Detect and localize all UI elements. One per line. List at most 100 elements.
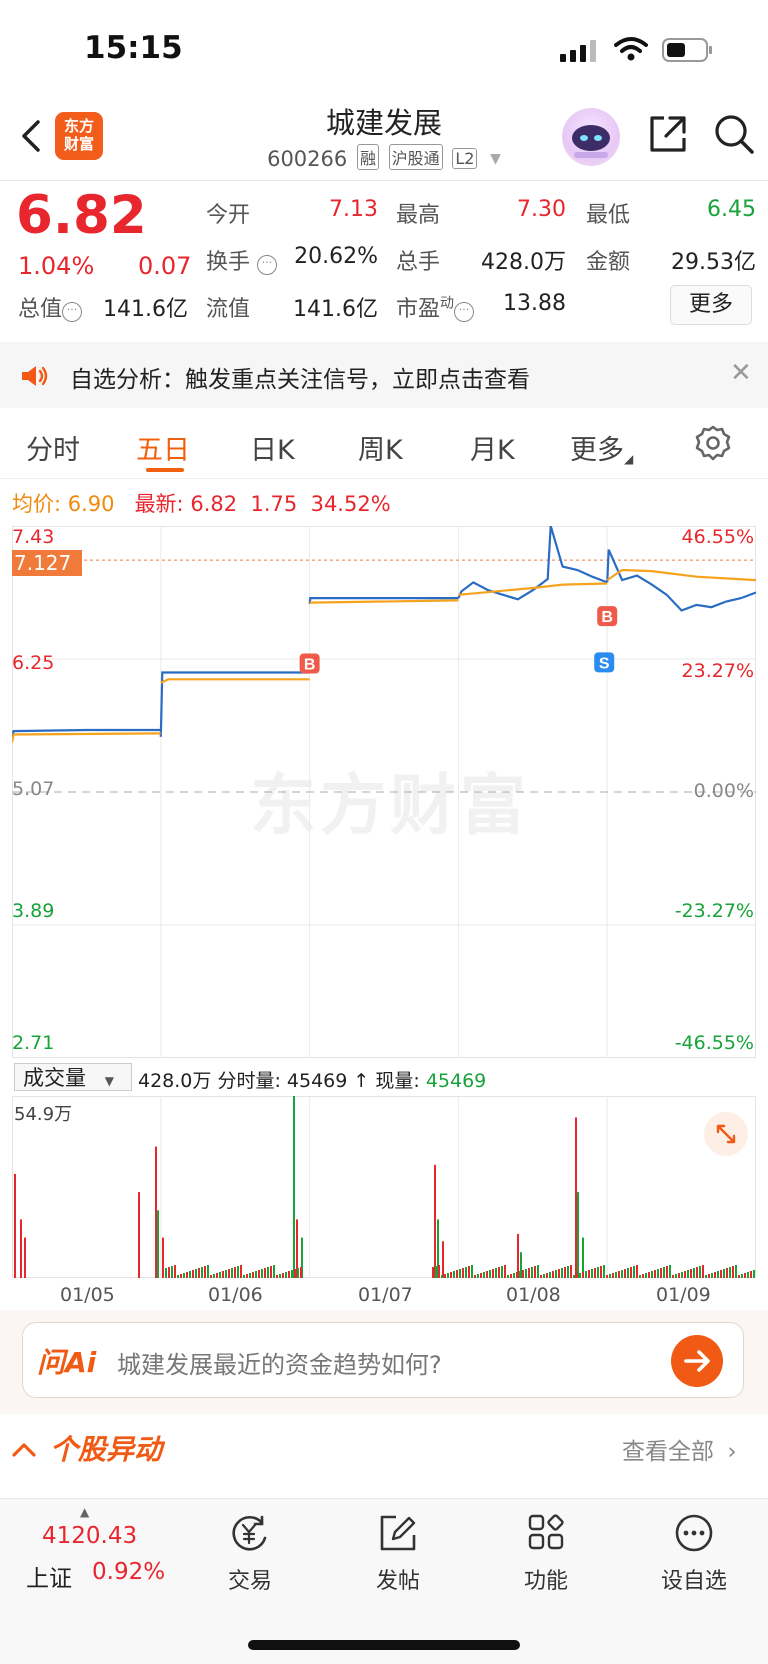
tab-intraday[interactable]: 分时 xyxy=(26,435,80,466)
info-dots-icon[interactable]: ··· xyxy=(454,302,475,322)
volume-bar xyxy=(138,1192,140,1278)
volume-bar xyxy=(517,1233,519,1278)
nav-add-watchlist[interactable]: 设自选 xyxy=(644,1513,744,1595)
five-day-price-chart[interactable]: B B S xyxy=(12,526,756,1058)
volume-bar xyxy=(600,1266,602,1278)
share-icon[interactable] xyxy=(646,112,690,156)
y-axis-pct-label: 23.27% xyxy=(681,660,754,682)
avg-price-label: 均价: xyxy=(12,492,62,516)
nav-functions[interactable]: 功能 xyxy=(496,1513,596,1595)
volume-chart[interactable] xyxy=(12,1096,756,1278)
tab-weekly-k[interactable]: 周K xyxy=(358,435,403,466)
stock-code-row[interactable]: 600266 融 沪股通 L2 ▼ xyxy=(0,144,768,171)
info-dots-icon[interactable]: ··· xyxy=(257,255,278,275)
index-change-pct[interactable]: 0.92% xyxy=(92,1559,166,1585)
nav-trade[interactable]: 交易 xyxy=(200,1513,300,1595)
volume-bar xyxy=(579,1273,581,1278)
volume-bar xyxy=(690,1269,692,1278)
volume-bar xyxy=(459,1269,461,1278)
volume-bar xyxy=(669,1265,671,1278)
volume-bar xyxy=(621,1270,623,1278)
volume-bar xyxy=(684,1271,686,1278)
volume-bar xyxy=(636,1265,638,1278)
volume-frame xyxy=(12,1096,756,1278)
chevron-up-icon[interactable] xyxy=(10,1438,38,1460)
arrow-right-icon[interactable] xyxy=(671,1335,723,1387)
tab-five-day[interactable]: 五日 xyxy=(136,435,190,466)
open-label: 今开 xyxy=(206,203,251,228)
volume-bar xyxy=(606,1275,608,1278)
expand-chart-icon[interactable] xyxy=(704,1112,748,1156)
y-axis-pct-label: 46.55% xyxy=(681,526,754,548)
volume-bar xyxy=(210,1275,212,1278)
index-value[interactable]: 4120.43 xyxy=(42,1523,138,1549)
x-axis-date-label: 01/07 xyxy=(358,1284,413,1306)
close-icon[interactable]: ✕ xyxy=(730,358,752,388)
volume-bar xyxy=(582,1272,584,1278)
settings-gear-icon[interactable] xyxy=(694,424,732,462)
volume-bar xyxy=(657,1269,659,1278)
price-series-line xyxy=(309,599,459,604)
volume-bar xyxy=(474,1275,476,1278)
price-series-line xyxy=(159,671,310,737)
chart-tabs: 分时 五日 日K 周K 月K 更多◢ xyxy=(0,408,768,478)
volume-bar xyxy=(258,1270,260,1278)
tab-monthly-k[interactable]: 月K xyxy=(470,435,515,466)
volume-bar xyxy=(246,1274,248,1278)
volume-bar xyxy=(174,1265,176,1278)
volume-bar xyxy=(20,1219,22,1278)
ai-robot-avatar-icon[interactable] xyxy=(562,108,620,166)
index-name[interactable]: 上证 xyxy=(26,1566,72,1592)
volume-bar xyxy=(588,1270,590,1278)
volume-bar xyxy=(483,1272,485,1278)
price-series-line xyxy=(606,549,756,612)
volume-bar xyxy=(597,1267,599,1278)
tag-connect: 沪股通 xyxy=(388,144,443,170)
volume-bar xyxy=(575,1117,577,1278)
volume-bar xyxy=(213,1274,215,1278)
volume-bar xyxy=(432,1267,434,1278)
chevron-right-icon: › xyxy=(727,1439,737,1465)
y-axis-pct-label: -23.27% xyxy=(674,900,754,922)
volume-bar xyxy=(558,1269,560,1278)
tab-more[interactable]: 更多◢ xyxy=(570,428,633,467)
stock-header: 东方 财富 城建发展 600266 融 沪股通 L2 ▼ xyxy=(0,100,768,180)
volume-bar xyxy=(471,1265,473,1278)
volume-bar xyxy=(186,1272,188,1278)
ai-question-text: 城建发展最近的资金趋势如何? xyxy=(117,1351,442,1379)
price-series-line xyxy=(458,582,608,596)
volume-bar xyxy=(507,1275,509,1278)
volume-bar xyxy=(157,1210,159,1278)
volume-bar xyxy=(624,1269,626,1278)
ai-question-box[interactable]: 问Ai 城建发展最近的资金趋势如何? xyxy=(22,1322,744,1398)
volume-bar xyxy=(627,1268,629,1278)
search-icon[interactable] xyxy=(712,112,756,156)
dropdown-caret-icon[interactable]: ▼ xyxy=(490,151,501,167)
volume-bar xyxy=(546,1273,548,1278)
nav-post[interactable]: 发帖 xyxy=(348,1513,448,1595)
latest-label: 最新: xyxy=(134,492,184,516)
status-time: 15:15 xyxy=(84,30,183,66)
volume-bar xyxy=(24,1237,26,1278)
watchlist-notice-banner[interactable]: 自选分析：触发重点关注信号，立即点击查看 ✕ xyxy=(0,342,768,408)
stock-code: 600266 xyxy=(267,147,348,171)
volume-bar xyxy=(519,1271,521,1278)
back-arrow-icon[interactable] xyxy=(14,116,50,156)
volume-bar xyxy=(729,1267,731,1278)
view-all-link[interactable]: 查看全部 › xyxy=(622,1432,737,1466)
turnover-label-text: 换手 xyxy=(206,250,251,275)
volume-bar xyxy=(447,1273,449,1278)
info-dots-icon[interactable]: ··· xyxy=(62,302,83,322)
indicator-selector-label: 成交量 xyxy=(23,1066,86,1090)
indicator-selector[interactable]: 成交量 ▼ xyxy=(14,1063,132,1091)
minute-volume-label: 分时量: xyxy=(217,1070,281,1092)
pe-label-text: 市盈 xyxy=(396,297,441,322)
last-price: 6.82 xyxy=(16,185,147,246)
tab-daily-k[interactable]: 日K xyxy=(250,435,295,466)
volume-bar xyxy=(468,1266,470,1278)
bottom-navigation: ▲ 4120.43 上证 0.92% 交易 发帖 功能 xyxy=(0,1498,768,1664)
volume-bar xyxy=(525,1269,527,1278)
y-axis-label: 7.43 xyxy=(12,526,55,548)
volume-bar xyxy=(234,1267,236,1278)
more-quote-button[interactable]: 更多 xyxy=(670,285,752,325)
